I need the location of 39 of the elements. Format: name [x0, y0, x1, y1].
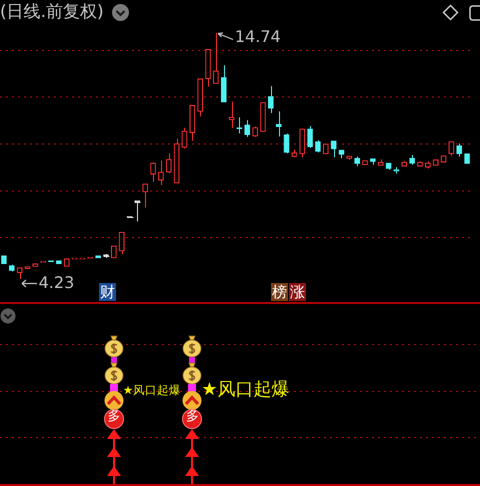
candlestick — [118, 232, 125, 254]
candlestick — [284, 133, 290, 154]
candlestick — [64, 258, 70, 267]
candlestick — [260, 102, 266, 132]
candlestick — [16, 267, 22, 280]
candlestick — [32, 263, 38, 267]
candlestick — [432, 160, 439, 166]
candlestick — [276, 110, 282, 137]
candlestick — [299, 128, 306, 158]
annotation: 14.74 — [234, 27, 281, 47]
candlestick — [370, 158, 376, 166]
candlestick — [268, 86, 274, 114]
candlestick — [464, 153, 470, 164]
candlestick — [220, 64, 227, 102]
candlestick — [174, 138, 180, 184]
text: 榜 — [271, 283, 288, 301]
text: ★风口起爆 — [122, 382, 182, 399]
text: 涨 — [289, 283, 306, 301]
annotation: 4.23 — [38, 273, 74, 293]
candlestick — [213, 32, 219, 84]
candlestick — [205, 49, 211, 88]
candlestick — [322, 144, 329, 154]
candlestick — [189, 104, 196, 142]
candlestick — [244, 120, 250, 138]
candlestick — [95, 256, 101, 258]
candlestick — [158, 160, 164, 186]
candlestick — [362, 160, 368, 166]
candlestick — [1, 256, 7, 264]
candlestick — [142, 184, 148, 208]
chart-title: (日线.前复权) — [0, 2, 104, 22]
candlestick — [440, 155, 446, 163]
text: ★风口起爆 — [201, 379, 290, 401]
candlestick — [197, 78, 204, 117]
text: 财 — [99, 283, 116, 301]
candlestick — [330, 140, 336, 158]
candlestick — [110, 246, 117, 258]
candlestick — [378, 158, 384, 166]
candlestick — [150, 162, 156, 182]
candlestick — [409, 154, 415, 166]
